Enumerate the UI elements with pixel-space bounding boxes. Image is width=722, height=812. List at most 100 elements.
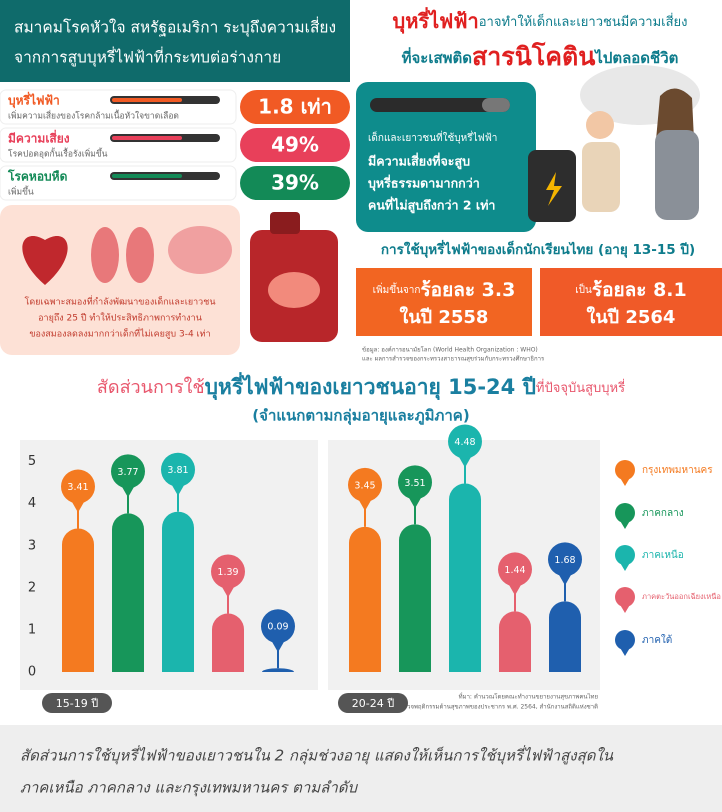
risk-value: 49%: [271, 133, 319, 157]
stat-year: ในปี 2564: [587, 306, 676, 328]
stat-value: ร้อยละ 8.1: [592, 279, 687, 301]
bar: [449, 483, 481, 672]
data-label: 3.45: [354, 480, 375, 491]
vape-bar: [112, 98, 182, 102]
chart-subtitle: (จำแนกตามกลุ่มอายุและภูมิภาค): [252, 407, 469, 426]
label-balloon: [348, 467, 382, 502]
vape-bar: [112, 136, 182, 140]
data-label: 1.44: [504, 565, 525, 576]
headline: บุหรี่ไฟฟ้าอาจทำให้เด็กและเยาวชนมีความเส…: [393, 6, 688, 34]
risk-pill: [240, 90, 350, 124]
headline-part: สารนิโคติน: [472, 41, 595, 71]
label-balloon: [111, 454, 145, 489]
device-icon: [270, 212, 300, 234]
risk-value: 39%: [271, 171, 319, 195]
stat-line: เพิ่มขึ้นจากร้อยละ 3.3: [373, 279, 516, 301]
stat-prefix: เพิ่มขึ้นจาก: [373, 282, 421, 296]
legend-label: ภาคใต้: [642, 634, 672, 646]
teal-box: [356, 82, 536, 232]
bar: [549, 601, 581, 672]
person-icon: [655, 130, 699, 220]
label-balloon: [398, 465, 432, 500]
headline: ที่จะเสพติดสารนิโคตินไปตลอดชีวิต: [402, 41, 679, 71]
stat-value: ร้อยละ 3.3: [420, 279, 515, 301]
label-balloon: [261, 609, 295, 644]
bar: [399, 524, 431, 672]
data-label: 3.51: [404, 478, 425, 489]
data-label: 3.77: [117, 467, 138, 478]
y-tick-label: 1: [28, 622, 36, 637]
brain-icon: [168, 226, 232, 274]
data-label: 1.68: [554, 555, 575, 566]
footer-text: สัดส่วนการใช้บุหรี่ไฟฟ้าของเยาวชนใน 2 กล…: [20, 745, 614, 765]
legend-label: กรุงเทพมหานคร: [642, 465, 713, 476]
bar: [262, 668, 294, 672]
section-title: การใช้บุหรี่ไฟฟ้าของเด็กนักเรียนไทย (อาย…: [381, 239, 695, 258]
bar: [499, 611, 531, 672]
teal-text: เด็กและเยาวชนที่ใช้บุหรี่ไฟฟ้า: [368, 130, 497, 144]
bar: [162, 511, 194, 672]
chart-title-part: บุหรี่ไฟฟ้าของเยาวชนอายุ 15-24 ปี: [205, 371, 536, 401]
headline-part: อาจทำให้เด็กและเยาวชนมีความเสี่ยง: [479, 12, 688, 30]
risk-title: มีความเสี่ยง: [8, 130, 70, 146]
label-balloon: [548, 542, 582, 577]
risk-desc: เพิ่มขึ้น: [8, 186, 34, 198]
vape-icon: [482, 98, 510, 112]
bar: [349, 526, 381, 672]
stat-box: [356, 268, 532, 336]
footer-text: ภาคเหนือ ภาคกลาง และกรุงเทพมหานคร ตามลำด…: [20, 779, 359, 797]
legend-swatch: [619, 519, 631, 529]
legend-swatch: [619, 476, 631, 486]
headline-part: บุหรี่ไฟฟ้า: [393, 6, 479, 34]
legend-swatch: [619, 561, 631, 571]
chart-source: จากข้อมูลสำรวจพฤติกรรมด้านสุขภาพของประชา…: [371, 704, 598, 711]
data-label: 0.09: [267, 622, 288, 633]
legend-label: ภาคตะวันออกเฉียงเหนือ: [642, 592, 721, 601]
person-icon: [582, 142, 620, 212]
legend-swatch: [619, 646, 631, 656]
chart-title-part: สัดส่วนการใช้: [97, 376, 205, 398]
data-label: 3.41: [67, 482, 88, 493]
teal-text: บุหรี่ธรรมดามากกว่า: [368, 175, 480, 192]
heart-icon: [22, 236, 68, 285]
legend-label: ภาคกลาง: [642, 508, 684, 519]
chart-title: สัดส่วนการใช้บุหรี่ไฟฟ้าของเยาวชนอายุ 15…: [97, 371, 625, 401]
y-tick-label: 5: [28, 454, 36, 469]
heading-line: จากการสูบบุหรี่ไฟฟ้าที่กระทบต่อร่างกาย: [14, 47, 281, 68]
bar: [212, 613, 244, 672]
footer-box: [0, 725, 722, 812]
label-balloon: [448, 424, 482, 459]
y-tick-label: 2: [28, 580, 36, 595]
stat-year: ในปี 2558: [400, 306, 489, 328]
legend-swatch: [615, 503, 635, 523]
legend-swatch: [615, 460, 635, 480]
heading-line: สมาคมโรคหัวใจ สหรัฐอเมริกา ระบุถึงความเส…: [14, 17, 336, 38]
risk-desc: โรคปอดอุดกั้นเรื้อรังเพิ่มขึ้น: [8, 148, 108, 160]
group-label: 15-19 ปี: [56, 697, 98, 710]
chart-source: ที่มา: คำนวณโดยคณะทำงานขยายงานสุขภาพคนไท…: [459, 693, 598, 701]
vape-bar: [112, 174, 182, 178]
group-pill: [338, 693, 408, 713]
organ-note: โดยเฉพาะสมองที่กำลังพัฒนาของเด็กและเยาวช…: [24, 295, 215, 308]
device-icon: [546, 172, 562, 206]
vape-icon: [370, 98, 510, 112]
risk-pill: [240, 166, 350, 200]
label-balloon: [61, 469, 95, 504]
heading-box: [0, 0, 350, 82]
label-balloon: [211, 554, 245, 589]
y-tick-label: 4: [28, 496, 36, 511]
label-balloon: [161, 452, 195, 487]
risk-pill: [240, 128, 350, 162]
teal-text: คนที่ไม่สูบถึงกว่า 2 เท่า: [368, 197, 495, 214]
source-note: ข้อมูล: องค์การอนามัยโลก (World Health O…: [362, 346, 538, 354]
label-balloon: [498, 552, 532, 587]
risk-desc: เพิ่มความเสี่ยงของโรคกล้ามเนื้อหัวใจขาดเ…: [8, 110, 179, 122]
data-label: 3.81: [167, 465, 188, 476]
group-label: 20-24 ปี: [352, 697, 394, 710]
risk-title: โรคหอบหืด: [7, 169, 68, 184]
source-note: และ ผลการสำรวจของกระทรวงสาธารณสุขร่วมกับ…: [362, 356, 545, 363]
y-tick-label: 0: [28, 665, 36, 680]
data-label: 1.39: [217, 567, 238, 578]
person-icon: [586, 111, 614, 139]
